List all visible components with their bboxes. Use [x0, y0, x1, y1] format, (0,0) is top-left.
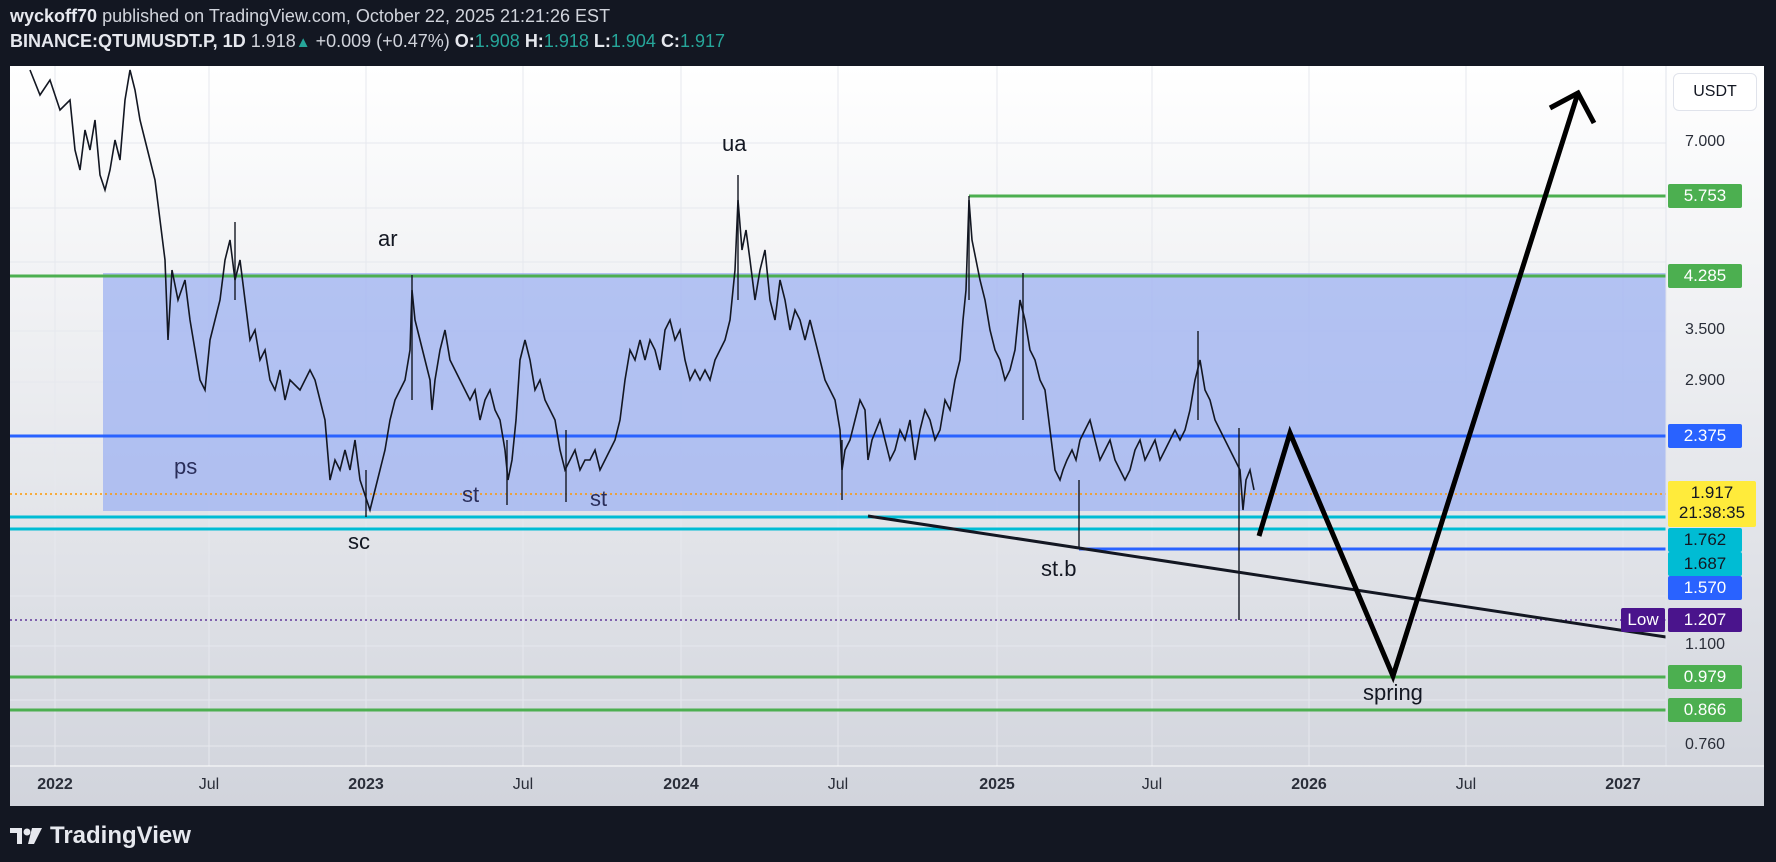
time-label-2024: 2024	[663, 776, 699, 793]
badge-1687: 1.687	[1668, 552, 1742, 576]
label-st-b: st.b	[1041, 556, 1077, 581]
low-label-badge: Low	[1621, 608, 1665, 632]
high-label: H:	[524, 31, 544, 51]
high-value: 1.918	[543, 31, 589, 51]
time-label-2026: 2026	[1291, 776, 1327, 793]
publish-info: wyckoff70 published on TradingView.com, …	[10, 6, 610, 27]
tick-7000: 7.000	[1684, 133, 1726, 150]
projection-path[interactable]	[1256, 92, 1581, 684]
badge-5753: 5.753	[1668, 184, 1742, 208]
badge-low-1207: 1.207	[1668, 608, 1742, 632]
tick-3500: 3.500	[1684, 321, 1726, 338]
logo-text: TradingView	[50, 822, 191, 849]
time-label-jul-2025: Jul	[1141, 776, 1163, 793]
label-ua: ua	[722, 131, 747, 156]
author-name[interactable]: wyckoff70	[10, 6, 98, 26]
time-label-2022: 2022	[37, 776, 73, 793]
current-price-badge: 1.917 21:38:35	[1668, 481, 1756, 527]
badge-1762: 1.762	[1668, 528, 1742, 552]
open-label: O:	[454, 31, 475, 51]
bar-countdown: 21:38:35	[1678, 503, 1746, 522]
price-change: +0.009 (+0.47%)	[315, 31, 450, 51]
label-st-2: st	[590, 486, 608, 511]
time-label-jul-2023: Jul	[512, 776, 534, 793]
label-spring: spring	[1363, 680, 1423, 705]
wicks	[234, 175, 1240, 620]
time-label-2025: 2025	[979, 776, 1015, 793]
tradingview-logo-icon	[10, 828, 42, 844]
low-label: L:	[593, 31, 611, 51]
published-text: published on TradingView.com, October 22…	[102, 6, 611, 26]
trend-line[interactable]	[867, 514, 1667, 639]
chart-pane[interactable]: ps sc ar st st ua st.b spring USDT 7.000…	[10, 66, 1764, 806]
currency-button[interactable]: USDT	[1673, 73, 1757, 111]
tradingview-logo[interactable]: TradingView	[10, 822, 191, 850]
time-label-2027: 2027	[1605, 776, 1641, 793]
open-value: 1.908	[474, 31, 520, 51]
badge-0979: 0.979	[1668, 665, 1742, 689]
tick-0760: 0.760	[1684, 736, 1726, 753]
price-series	[29, 69, 1255, 513]
close-label: C:	[660, 31, 680, 51]
badge-4285: 4.285	[1668, 264, 1742, 288]
up-triangle-icon: ▲	[295, 34, 311, 51]
symbol-name[interactable]: BINANCE:QTUMUSDT.P, 1D	[10, 31, 246, 51]
time-label-2023: 2023	[348, 776, 384, 793]
label-st-1: st	[462, 482, 480, 507]
badge-1570: 1.570	[1668, 576, 1742, 600]
chart-canvas[interactable]	[10, 66, 1764, 806]
last-price: 1.918	[250, 31, 296, 51]
label-ps: ps	[174, 454, 198, 479]
tick-2900: 2.900	[1684, 372, 1726, 389]
symbol-info: BINANCE:QTUMUSDT.P, 1D 1.918▲ +0.009 (+0…	[10, 31, 725, 52]
time-label-jul-2022: Jul	[198, 776, 220, 793]
tick-1100: 1.100	[1684, 636, 1726, 653]
current-price: 1.917	[1690, 483, 1734, 502]
label-sc: sc	[348, 529, 370, 554]
badge-0866: 0.866	[1668, 698, 1742, 722]
time-label-jul-2024: Jul	[827, 776, 849, 793]
time-label-jul-2026: Jul	[1455, 776, 1477, 793]
range-zone[interactable]	[103, 273, 1666, 511]
badge-2375: 2.375	[1668, 424, 1742, 448]
label-ar: ar	[378, 226, 398, 251]
close-value: 1.917	[679, 31, 725, 51]
arrow-head-icon	[1548, 89, 1597, 125]
low-value: 1.904	[610, 31, 656, 51]
